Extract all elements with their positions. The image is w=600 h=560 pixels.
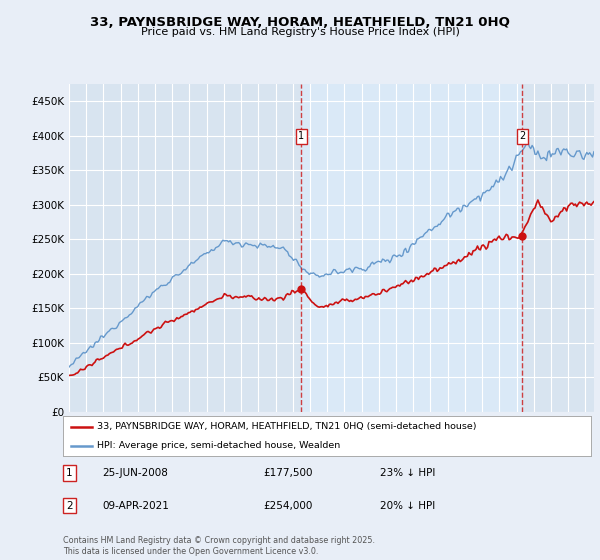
Text: Contains HM Land Registry data © Crown copyright and database right 2025.
This d: Contains HM Land Registry data © Crown c… [63,536,375,556]
Text: 09-APR-2021: 09-APR-2021 [103,501,169,511]
Text: 1: 1 [66,468,73,478]
Text: 33, PAYNSBRIDGE WAY, HORAM, HEATHFIELD, TN21 0HQ (semi-detached house): 33, PAYNSBRIDGE WAY, HORAM, HEATHFIELD, … [97,422,477,431]
Text: 2: 2 [66,501,73,511]
Text: HPI: Average price, semi-detached house, Wealden: HPI: Average price, semi-detached house,… [97,441,341,450]
Text: 20% ↓ HPI: 20% ↓ HPI [380,501,435,511]
Text: Price paid vs. HM Land Registry's House Price Index (HPI): Price paid vs. HM Land Registry's House … [140,27,460,37]
Text: £177,500: £177,500 [263,468,313,478]
Text: £254,000: £254,000 [263,501,313,511]
Text: 33, PAYNSBRIDGE WAY, HORAM, HEATHFIELD, TN21 0HQ: 33, PAYNSBRIDGE WAY, HORAM, HEATHFIELD, … [90,16,510,29]
Text: 25-JUN-2008: 25-JUN-2008 [103,468,169,478]
Bar [301,84,522,412]
Text: 1: 1 [298,132,304,142]
Text: 2: 2 [519,132,526,142]
Text: 23% ↓ HPI: 23% ↓ HPI [380,468,435,478]
